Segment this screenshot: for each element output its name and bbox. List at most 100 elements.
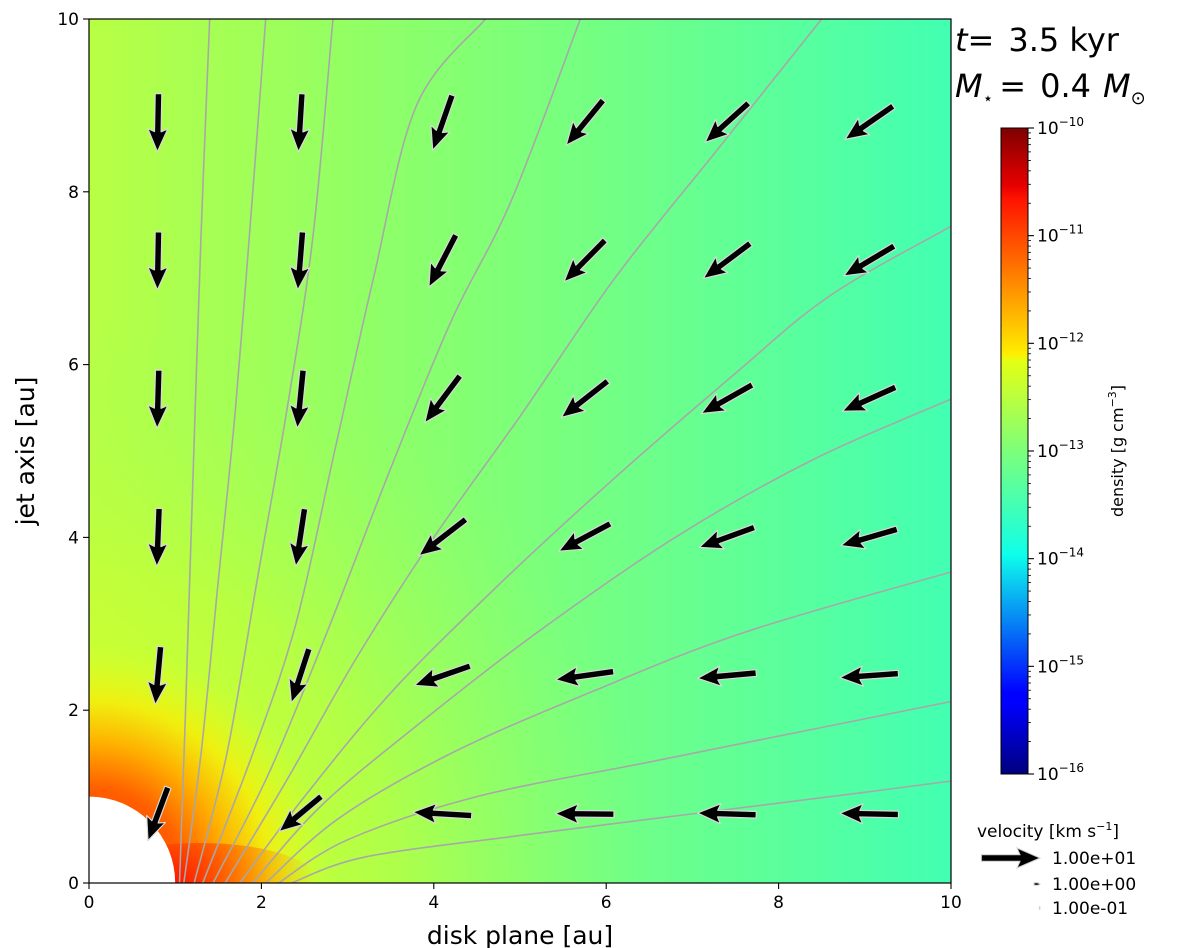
velocity-arrow xyxy=(147,369,169,429)
velocity-arrow xyxy=(289,92,311,153)
colorbar-label-main: density [g cm xyxy=(1108,407,1127,517)
velocity-key-arrow xyxy=(1033,882,1042,886)
velocity-arrow xyxy=(697,803,757,825)
y-tick-label: 0 xyxy=(68,874,79,894)
y-tick-label: 6 xyxy=(68,356,79,376)
mass-sun-subscript: ⊙ xyxy=(1131,88,1146,109)
velocity-arrow xyxy=(412,802,473,825)
colorbar-tick-label: 10−11 xyxy=(1037,223,1084,247)
velocity-arrow xyxy=(428,232,460,288)
velocity-arrow xyxy=(554,803,615,825)
velocity-arrow xyxy=(289,369,311,429)
streamline xyxy=(239,225,951,883)
velocity-arrow xyxy=(560,377,611,418)
colorbar-ticks: 10−10 10−11 10−12 10−13 10−14 10−15 10−16 xyxy=(1028,115,1084,785)
velocity-arrow xyxy=(147,231,169,291)
streamline xyxy=(224,19,823,883)
y-axis-label: jet axis [au] xyxy=(11,377,40,527)
velocity-legend-title: velocity [km s−1] xyxy=(977,820,1119,842)
mass-equals: = xyxy=(999,67,1026,105)
mass-symbol: M xyxy=(955,67,983,105)
velocity-arrows xyxy=(146,92,900,842)
mass-unit: M xyxy=(1103,67,1131,105)
colorbar-tick-label: 10−10 xyxy=(1037,115,1084,139)
mass-value: 0.4 xyxy=(1040,67,1091,105)
streamline xyxy=(265,571,951,883)
velocity-arrow xyxy=(841,383,898,412)
velocity-arrow xyxy=(555,666,615,687)
velocity-arrow xyxy=(558,520,613,552)
x-axis-ticks: 0 2 4 6 8 10 xyxy=(84,883,962,913)
velocity-arrow xyxy=(698,523,757,550)
x-tick-label: 8 xyxy=(773,893,784,913)
x-tick-label: 2 xyxy=(256,893,267,913)
velocity-legend-title-exponent: −1 xyxy=(1096,820,1112,833)
velocity-key-label: 1.00e+00 xyxy=(1052,875,1136,895)
time-value: 3.5 kyr xyxy=(1008,21,1119,59)
velocity-arrow xyxy=(844,102,896,140)
colorbar-tick-label: 10−16 xyxy=(1037,761,1084,785)
velocity-arrow xyxy=(147,93,169,153)
colorbar-tick-label: 10−13 xyxy=(1037,438,1084,462)
x-tick-label: 10 xyxy=(940,893,962,913)
streamlines xyxy=(178,19,951,883)
x-tick-label: 0 xyxy=(84,893,95,913)
colorbar xyxy=(1000,127,1029,775)
velocity-arrow xyxy=(278,793,324,833)
velocity-arrow xyxy=(424,373,464,424)
mass-annotation: M⋆ = 0.4 M⊙ xyxy=(955,67,1146,109)
y-tick-label: 2 xyxy=(68,701,79,721)
velocity-arrow xyxy=(702,240,753,280)
velocity-arrow xyxy=(288,507,310,567)
velocity-arrow xyxy=(289,231,311,291)
streamline xyxy=(183,19,267,883)
velocity-arrow xyxy=(146,785,172,842)
colorbar-tick-label: 10−14 xyxy=(1037,546,1084,570)
velocity-arrow xyxy=(414,662,472,688)
x-tick-label: 6 xyxy=(601,893,612,913)
streamline xyxy=(252,398,951,883)
density-map xyxy=(89,19,951,883)
velocity-legend-title-close: ] xyxy=(1112,822,1119,842)
velocity-arrow xyxy=(288,647,313,704)
colorbar-tick-label: 10−12 xyxy=(1037,330,1084,354)
velocity-key-label: 1.00e-01 xyxy=(1052,899,1128,919)
colorbar-label-close: ] xyxy=(1108,385,1127,391)
x-tick-label: 4 xyxy=(428,893,439,913)
streamline xyxy=(212,19,582,883)
velocity-arrow xyxy=(840,525,899,550)
velocity-arrow xyxy=(565,97,607,146)
velocity-arrow xyxy=(563,237,609,283)
velocity-arrow xyxy=(700,381,755,415)
streamline xyxy=(193,19,334,883)
streamline xyxy=(278,700,951,883)
velocity-arrow xyxy=(147,507,169,567)
y-axis-ticks: 0 2 4 6 8 10 xyxy=(57,10,89,894)
velocity-arrow xyxy=(839,665,900,687)
x-axis-label: disk plane [au] xyxy=(427,921,613,948)
colorbar-label-exponent: −3 xyxy=(1106,391,1119,407)
streamline xyxy=(178,19,211,883)
time-equals: = xyxy=(968,21,995,59)
time-annotation: t= 3.5 kyr xyxy=(955,21,1120,59)
velocity-arrow xyxy=(843,242,897,277)
y-tick-label: 10 xyxy=(57,10,79,30)
streamline xyxy=(202,19,487,883)
velocity-arrow xyxy=(704,100,752,143)
velocity-arrow xyxy=(697,665,758,687)
inner-boundary-mask xyxy=(89,796,176,883)
y-tick-label: 4 xyxy=(68,528,79,548)
colorbar-label: density [g cm−3] xyxy=(1106,385,1127,517)
velocity-arrow xyxy=(430,93,456,151)
velocity-legend-title-main: velocity [km s xyxy=(977,822,1096,842)
streamline xyxy=(291,780,951,883)
velocity-key-arrow xyxy=(1038,906,1041,910)
axes-frame xyxy=(88,18,952,884)
mass-star-subscript: ⋆ xyxy=(983,89,994,109)
colorbar-tick-label: 10−15 xyxy=(1037,653,1084,677)
velocity-key-label: 1.00e+01 xyxy=(1052,849,1136,869)
velocity-arrow xyxy=(418,516,469,557)
y-tick-label: 8 xyxy=(68,183,79,203)
velocity-arrow xyxy=(839,803,900,825)
